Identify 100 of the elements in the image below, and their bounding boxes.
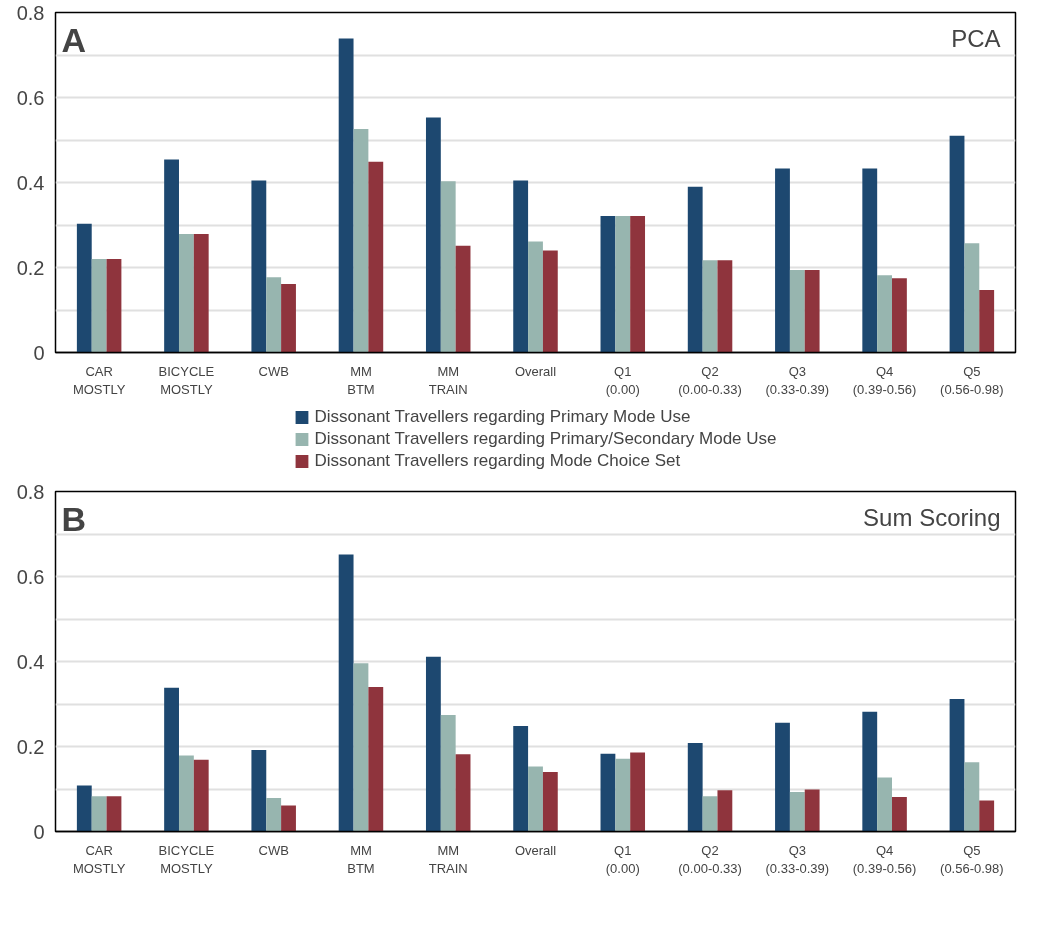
x-tick-label: CAR MOSTLY xyxy=(72,363,126,397)
y-tick-label: 0.2 xyxy=(16,256,45,279)
bar xyxy=(193,759,209,832)
legend-label: Dissonant Travellers regarding Mode Choice Set xyxy=(314,451,681,471)
bar xyxy=(630,752,646,832)
bar xyxy=(455,754,471,832)
bar xyxy=(877,777,893,832)
bar xyxy=(281,284,296,353)
x-tick-label: Q4 (0.39-0.56) xyxy=(852,842,917,876)
x-tick-label: Q2 (0.00-0.33) xyxy=(678,363,742,397)
bar xyxy=(600,216,616,353)
y-tick-label: 0 xyxy=(33,341,45,364)
bar xyxy=(789,791,805,832)
y-tick-label: 0.6 xyxy=(16,86,45,109)
bar xyxy=(717,260,733,353)
bar xyxy=(76,785,92,832)
bar xyxy=(979,800,995,832)
bar xyxy=(368,161,384,353)
x-tick-label: Q3 (0.33-0.39) xyxy=(765,363,830,397)
bar xyxy=(615,758,631,832)
text: Sum Scoring xyxy=(863,503,1001,531)
legend-label: Dissonant Travellers regarding Primary Mode Use xyxy=(314,407,691,427)
x-tick-label: Overall xyxy=(514,363,557,379)
x-tick-label: CWB xyxy=(258,842,289,858)
bar xyxy=(91,259,107,353)
bar xyxy=(440,181,456,353)
bar xyxy=(542,772,558,832)
text: PCA xyxy=(951,24,1001,52)
bar xyxy=(789,270,805,353)
x-tick-label: Q5 (0.56-0.98) xyxy=(940,363,1004,397)
bar xyxy=(251,749,267,832)
y-tick-label: 0.8 xyxy=(16,480,45,503)
bar xyxy=(964,762,980,832)
bar xyxy=(702,260,718,353)
bar xyxy=(949,698,965,832)
bar xyxy=(281,805,296,832)
bar xyxy=(630,216,646,353)
y-tick-label: 0.2 xyxy=(16,735,45,758)
bar xyxy=(440,715,456,832)
bar xyxy=(266,277,282,353)
y-tick-label: 0.6 xyxy=(16,565,45,588)
bar xyxy=(964,243,980,353)
x-tick-label: CWB xyxy=(258,363,289,379)
bar xyxy=(368,687,384,832)
bar xyxy=(353,128,369,353)
bar xyxy=(425,117,441,353)
bar xyxy=(513,180,529,353)
bar xyxy=(106,796,122,832)
bar xyxy=(106,259,122,353)
y-tick-label: 0.4 xyxy=(16,171,45,194)
bar xyxy=(338,554,354,832)
x-tick-label: MM BTM xyxy=(347,363,375,397)
bar xyxy=(164,159,179,353)
bar xyxy=(804,789,820,832)
x-tick-label: BICYCLE MOSTLY xyxy=(158,842,215,876)
bar xyxy=(892,278,907,353)
legend-label: Dissonant Travellers regarding Primary/Secondary Mode Use xyxy=(314,429,777,449)
bar xyxy=(338,38,354,353)
bar xyxy=(717,790,733,832)
x-tick-label: BICYCLE MOSTLY xyxy=(158,363,215,397)
bar xyxy=(251,180,267,353)
bar xyxy=(702,796,718,832)
bar xyxy=(804,270,820,353)
x-tick-label: MM TRAIN xyxy=(428,363,468,397)
x-tick-label: MM TRAIN xyxy=(428,842,468,876)
bar xyxy=(862,168,878,353)
bar xyxy=(775,722,790,832)
x-tick-label: CAR MOSTLY xyxy=(72,842,126,876)
x-tick-label: Q1 (0.00) xyxy=(605,363,640,397)
bar xyxy=(353,663,369,832)
bar xyxy=(979,290,995,353)
bar xyxy=(877,275,893,353)
bar xyxy=(76,223,92,353)
bar xyxy=(528,766,543,832)
x-tick-label: Overall xyxy=(514,842,557,858)
bar xyxy=(178,233,194,353)
bar xyxy=(193,233,209,353)
bar xyxy=(862,711,878,832)
bar xyxy=(615,216,631,353)
chart-title: B xyxy=(61,499,87,538)
bar xyxy=(949,135,965,353)
chart-title: A xyxy=(61,20,87,59)
bar xyxy=(164,687,179,832)
y-tick-label: 0.4 xyxy=(16,650,45,673)
x-tick-label: Q1 (0.00) xyxy=(605,842,640,876)
bar xyxy=(425,656,441,832)
y-tick-label: 0 xyxy=(33,820,45,843)
bar xyxy=(513,726,529,832)
x-tick-label: Q4 (0.39-0.56) xyxy=(852,363,917,397)
bar xyxy=(528,241,543,353)
bar xyxy=(91,796,107,832)
bar xyxy=(542,250,558,353)
bar xyxy=(266,797,282,832)
bar xyxy=(775,168,790,353)
bar xyxy=(687,186,703,353)
x-tick-label: Q2 (0.00-0.33) xyxy=(678,842,742,876)
bar xyxy=(892,797,907,832)
bar xyxy=(687,743,703,832)
y-tick-label: 0.8 xyxy=(16,1,45,24)
bar xyxy=(600,753,616,832)
